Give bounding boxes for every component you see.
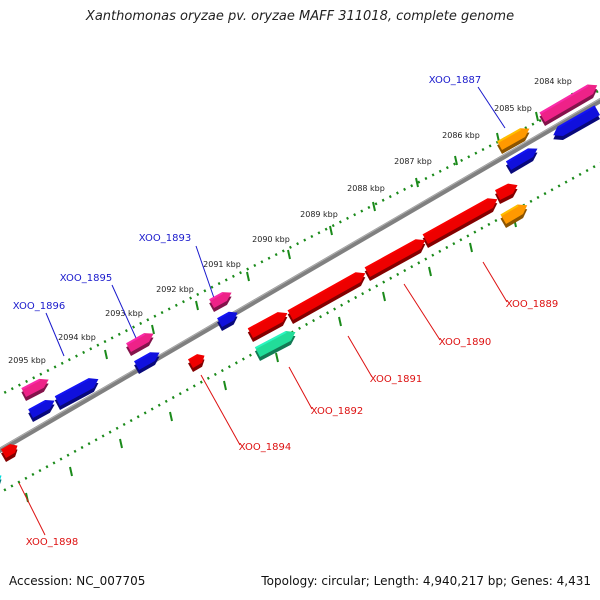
kbp-tick bbox=[372, 201, 376, 212]
kbp-tick-label: 2090 kbp bbox=[252, 235, 290, 244]
gene-feature-xoo-1892 bbox=[254, 330, 296, 361]
gene-feature-xoo-1890 bbox=[364, 239, 426, 281]
gene-label: XOO_1891 bbox=[370, 374, 422, 385]
kbp-tick bbox=[151, 324, 155, 335]
kbp-tick bbox=[329, 225, 333, 236]
kbp-minor-tick bbox=[275, 352, 279, 363]
gene-label: XOO_1887 bbox=[429, 75, 481, 86]
gene-feature-blue bbox=[134, 352, 160, 374]
gene-label-leader bbox=[482, 261, 508, 303]
gene-label: XOO_1896 bbox=[13, 301, 65, 312]
kbp-tick bbox=[454, 155, 458, 166]
gene-feature-red bbox=[247, 312, 288, 342]
gene-features bbox=[0, 84, 600, 485]
gene-feature-blue bbox=[505, 148, 538, 174]
kbp-tick-label: 2095 kbp bbox=[8, 356, 46, 365]
kbp-tick-label: 2094 kbp bbox=[58, 333, 96, 342]
gene-feature-xoo-1887 bbox=[539, 84, 598, 126]
gene-feature-cyan bbox=[0, 475, 2, 485]
gene-label-leader bbox=[403, 283, 441, 341]
gene-feature-xoo-1887-orange bbox=[497, 128, 530, 154]
kbp-tick-label: 2091 kbp bbox=[203, 260, 241, 269]
gene-feature-blue bbox=[28, 400, 55, 422]
kbp-minor-tick bbox=[169, 411, 173, 422]
gene-feature-xoo-1894 bbox=[188, 354, 205, 372]
upper-tick-ring bbox=[0, 88, 600, 397]
gene-feature-blue bbox=[54, 378, 99, 410]
genome-backbone-highlight bbox=[0, 98, 600, 449]
kbp-tick bbox=[246, 271, 250, 282]
major-ticks bbox=[25, 92, 575, 503]
genome-backbone bbox=[0, 97, 600, 454]
tick-labels: 2084 kbp 2085 kbp 2086 kbp 2087 kbp 2088 kbp… bbox=[8, 77, 572, 365]
kbp-tick bbox=[535, 111, 539, 122]
kbp-minor-tick bbox=[69, 466, 73, 477]
kbp-tick-label: 2093 kbp bbox=[105, 309, 143, 318]
lower-tick-ring bbox=[0, 162, 600, 494]
gene-label: XOO_1893 bbox=[139, 233, 191, 244]
gene-feature-orange bbox=[500, 204, 528, 228]
gene-labels: XOO_1887 XOO_1893 XOO_1895 XOO_1896 XOO_1889… bbox=[13, 75, 558, 548]
kbp-tick-label: 2088 kbp bbox=[347, 184, 385, 193]
gene-label-leader bbox=[200, 374, 241, 446]
kbp-minor-tick bbox=[223, 380, 227, 391]
gene-label-leader bbox=[195, 245, 215, 299]
gene-label-leader bbox=[347, 335, 373, 378]
gene-feature-xoo-1889 bbox=[422, 198, 498, 248]
page-title: Xanthomonas oryzae pv. oryzae MAFF 31101… bbox=[85, 9, 515, 24]
kbp-tick-label: 2086 kbp bbox=[442, 131, 480, 140]
kbp-minor-tick bbox=[428, 266, 432, 277]
kbp-tick-label: 2087 kbp bbox=[394, 157, 432, 166]
gene-feature-xoo-1895 bbox=[126, 333, 154, 356]
kbp-tick-label: 2089 kbp bbox=[300, 210, 338, 219]
gene-feature-xoo-1898 bbox=[1, 444, 18, 462]
kbp-tick-label: 2085 kbp bbox=[494, 104, 532, 113]
kbp-minor-tick bbox=[469, 242, 473, 253]
kbp-minor-tick bbox=[338, 316, 342, 327]
kbp-tick bbox=[287, 249, 291, 260]
kbp-tick-label: 2092 kbp bbox=[156, 285, 194, 294]
gene-label-leader bbox=[18, 482, 46, 536]
gene-label: XOO_1892 bbox=[311, 406, 363, 417]
gene-feature-blue bbox=[553, 105, 600, 141]
gene-label: XOO_1895 bbox=[60, 273, 112, 284]
gene-label-leader bbox=[477, 86, 506, 129]
kbp-tick bbox=[415, 177, 419, 188]
gene-feature-blue bbox=[217, 311, 238, 331]
gene-feature-xoo-1896 bbox=[21, 378, 49, 401]
gene-label: XOO_1898 bbox=[26, 537, 78, 548]
gene-feature-xoo-1893 bbox=[209, 292, 232, 312]
topology-text: Topology: circular; Length: 4,940,217 bp… bbox=[261, 574, 591, 588]
label-leaders bbox=[18, 86, 508, 536]
gene-label-leader bbox=[111, 284, 137, 339]
gene-label-leader bbox=[45, 312, 65, 357]
gene-label: XOO_1890 bbox=[439, 337, 491, 348]
kbp-minor-tick bbox=[119, 438, 123, 449]
kbp-tick bbox=[104, 349, 108, 360]
kbp-minor-tick bbox=[382, 291, 386, 302]
accession-text: Accession: NC_007705 bbox=[9, 574, 146, 588]
kbp-tick-label: 2084 kbp bbox=[534, 77, 572, 86]
gene-label-leader bbox=[288, 366, 313, 410]
kbp-tick bbox=[195, 300, 199, 311]
gene-feature-xoo-1889a bbox=[495, 183, 518, 204]
gene-label: XOO_1889 bbox=[506, 299, 558, 310]
gene-feature-xoo-1891 bbox=[287, 272, 366, 324]
gene-label: XOO_1894 bbox=[239, 442, 291, 453]
